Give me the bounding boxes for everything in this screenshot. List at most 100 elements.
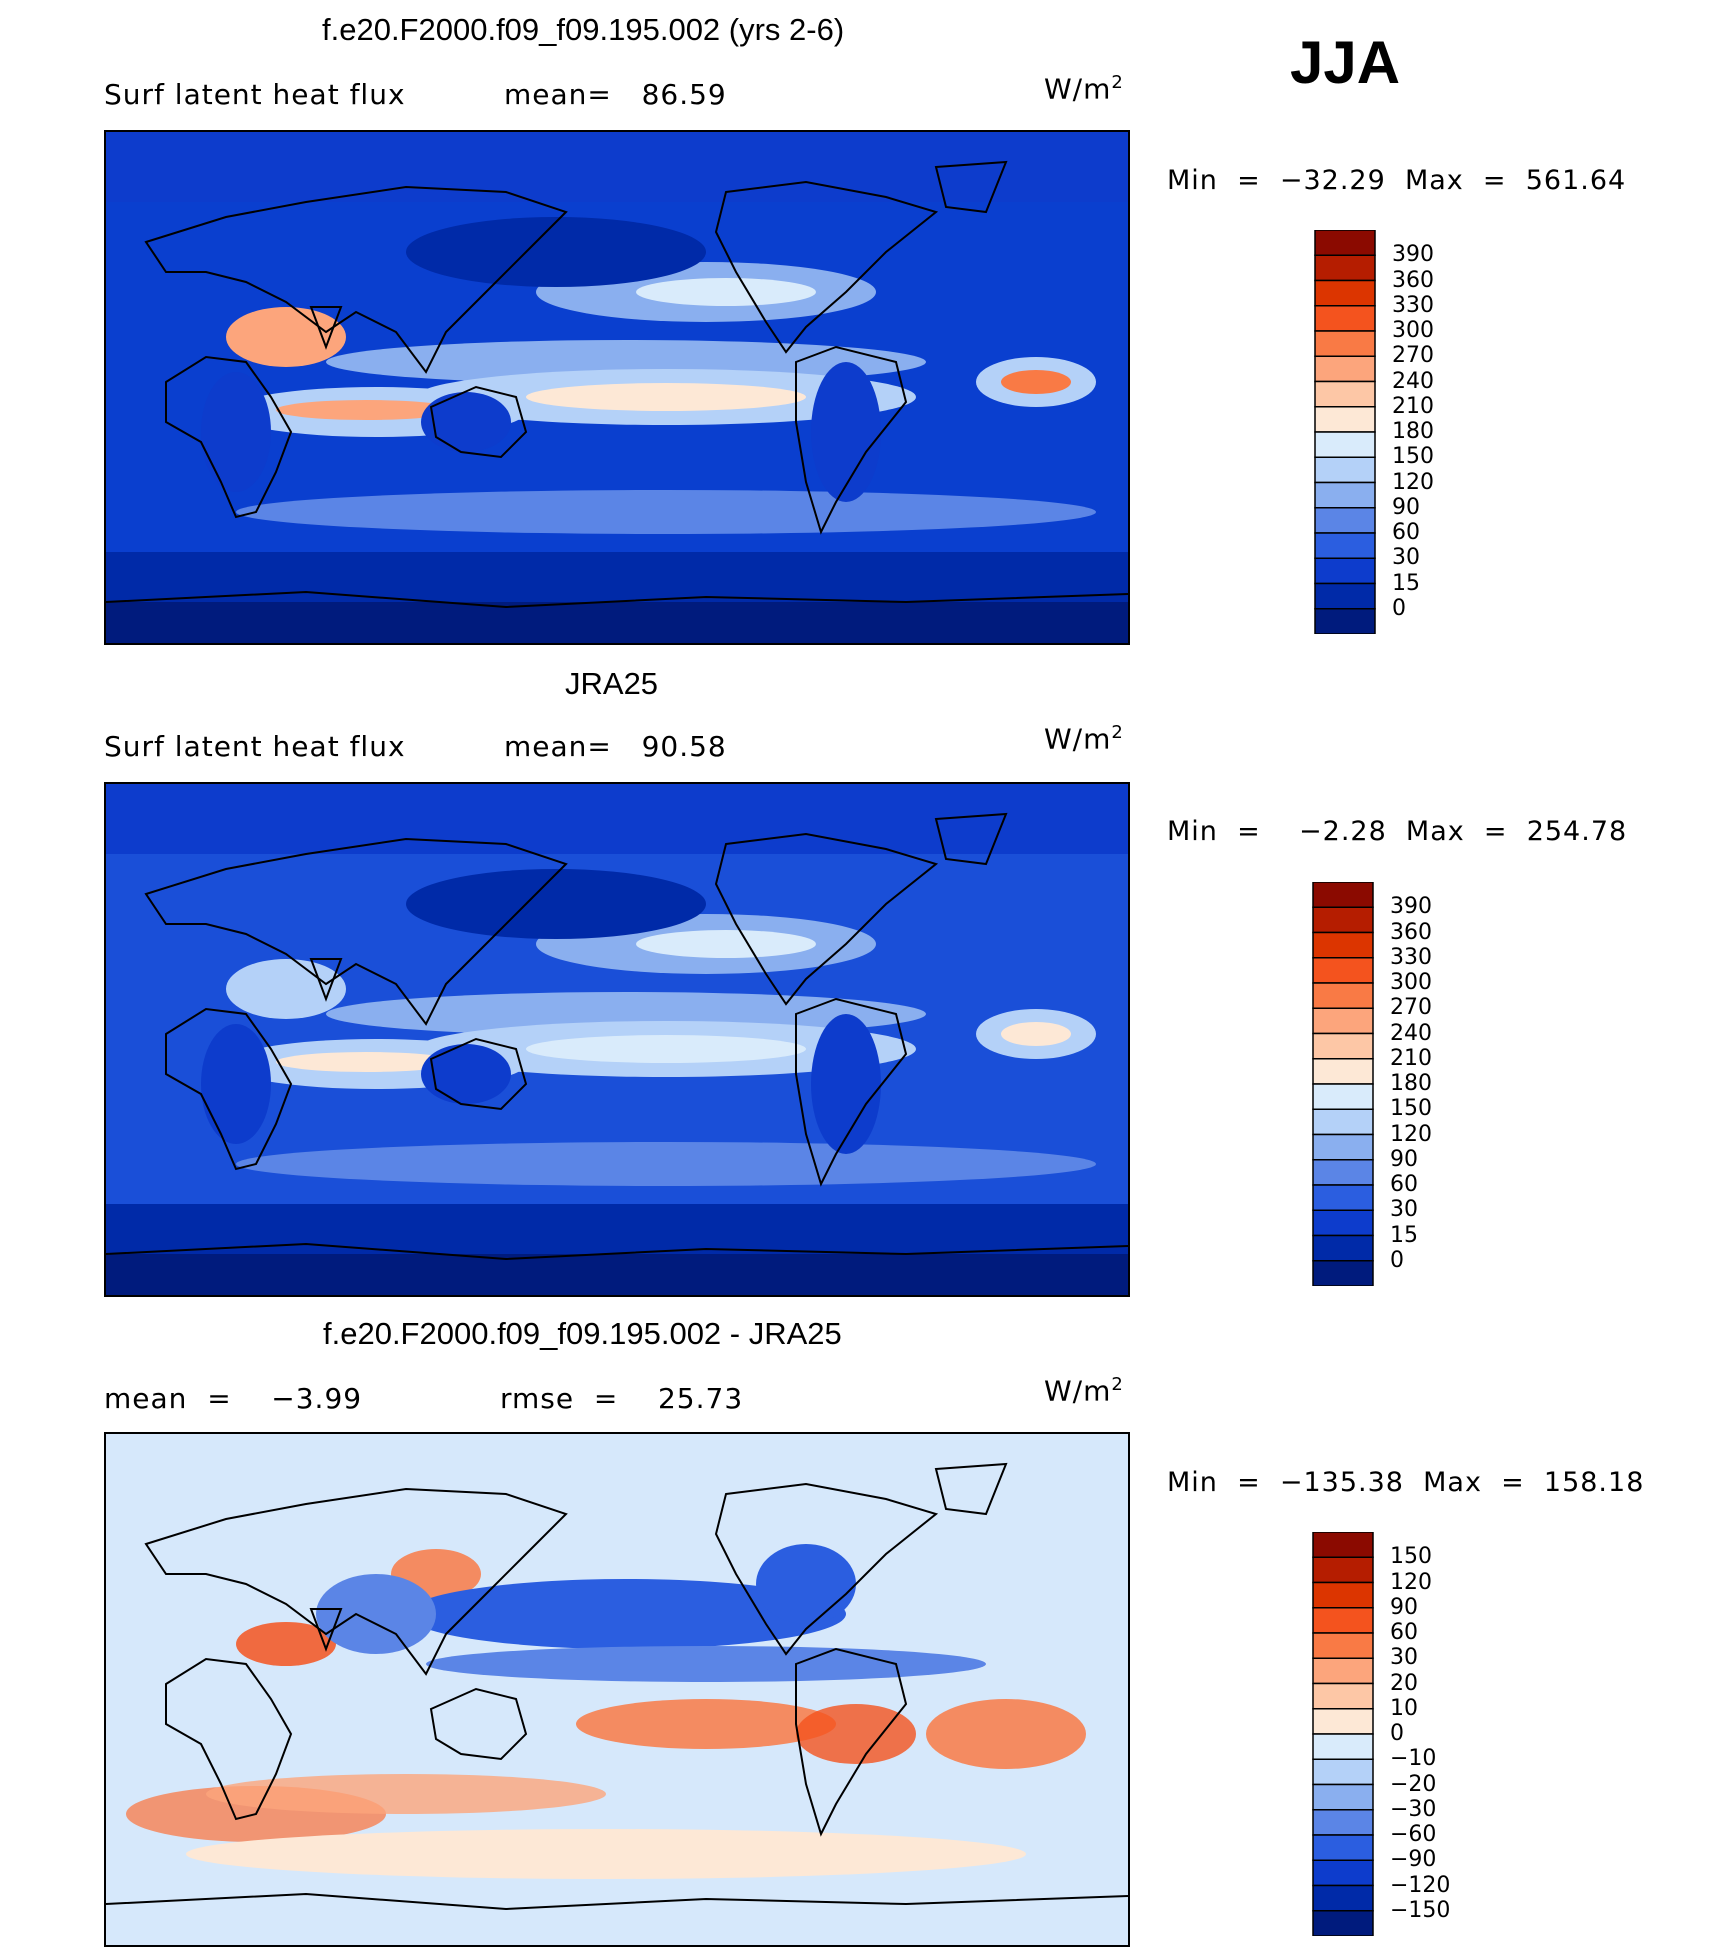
field-patch <box>421 1044 511 1104</box>
panel-2-map-field <box>106 784 1128 1295</box>
colorbar-label: 20 <box>1390 1670 1418 1696</box>
coastline <box>714 180 939 354</box>
coastline <box>165 1657 293 1821</box>
colorbar-box <box>1312 1531 1374 1558</box>
field-band <box>106 132 1128 202</box>
colorbar-label: 240 <box>1390 1020 1432 1046</box>
field-patch <box>406 869 706 939</box>
field-patch <box>926 1699 1086 1769</box>
colorbar-label: 0 <box>1392 595 1406 621</box>
colorbar-box <box>1314 431 1376 458</box>
coastline <box>429 1687 528 1761</box>
colorbar-box <box>1312 1632 1374 1659</box>
colorbar-label: 330 <box>1390 944 1432 970</box>
colorbar-box <box>1312 1758 1374 1786</box>
coastline <box>934 160 1008 214</box>
colorbar-label: −30 <box>1390 1796 1437 1822</box>
panel-1-colorbar <box>1314 229 1376 635</box>
panel-3-mean-label: mean = −3.99 <box>104 1382 363 1415</box>
field-patch <box>226 307 346 367</box>
colorbar-box <box>1312 1260 1374 1287</box>
colorbar-box <box>1312 1910 1374 1937</box>
coastline <box>934 1462 1008 1516</box>
field-patch <box>1001 370 1071 394</box>
panel-2-colorbar <box>1312 881 1374 1287</box>
colorbar-label: 150 <box>1392 444 1434 470</box>
panel-1-mean-label: mean= 86.59 <box>504 78 727 111</box>
colorbar-box <box>1314 532 1376 559</box>
colorbar-box <box>1312 1083 1374 1110</box>
colorbar-label: 330 <box>1392 292 1434 318</box>
coastline <box>795 345 908 535</box>
colorbar-box <box>1314 355 1376 383</box>
colorbar-label: 60 <box>1390 1620 1418 1645</box>
colorbar-box <box>1312 1184 1374 1211</box>
coastline <box>106 1892 1128 1911</box>
colorbar-box <box>1312 1209 1374 1237</box>
colorbar-box <box>1312 931 1374 959</box>
field-patch <box>406 1579 846 1649</box>
colorbar-box <box>1312 1032 1374 1060</box>
coastline <box>165 1007 293 1171</box>
coastline <box>934 812 1008 866</box>
colorbar-box <box>1312 1657 1374 1685</box>
colorbar-box <box>1312 1108 1374 1136</box>
field-patch <box>236 490 1096 534</box>
field-patch <box>1001 1022 1071 1046</box>
coastline <box>144 1487 568 1676</box>
colorbar-box <box>1314 380 1376 408</box>
colorbar-box <box>1312 1708 1374 1735</box>
field-patch <box>576 1699 836 1749</box>
colorbar-label: 120 <box>1392 469 1434 495</box>
colorbar-label: 90 <box>1392 494 1420 520</box>
colorbar-label: 360 <box>1390 919 1432 945</box>
field-patch <box>811 1014 881 1154</box>
colorbar-box <box>1314 406 1376 433</box>
colorbar-box <box>1312 1581 1374 1609</box>
colorbar-label: 270 <box>1392 343 1434 369</box>
colorbar-label: 0 <box>1390 1721 1404 1746</box>
colorbar-box <box>1312 1859 1374 1887</box>
coastline <box>106 590 1128 609</box>
colorbar-box <box>1314 582 1376 610</box>
colorbar-label: −90 <box>1390 1847 1437 1873</box>
colorbar-box <box>1314 305 1376 332</box>
colorbar-box <box>1314 229 1376 256</box>
colorbar-box <box>1312 1007 1374 1035</box>
colorbar-label: 30 <box>1392 545 1420 571</box>
field-patch <box>636 278 816 306</box>
colorbar-label: 90 <box>1390 1594 1418 1620</box>
colorbar-label: 15 <box>1392 570 1420 596</box>
colorbar-label: −60 <box>1390 1822 1437 1847</box>
field-band <box>106 602 1128 643</box>
colorbar-box <box>1312 1058 1374 1085</box>
panel-1-map <box>104 130 1130 645</box>
coastline <box>795 997 908 1187</box>
panel-1-variable-label: Surf latent heat flux <box>104 78 406 111</box>
colorbar-label: 30 <box>1390 1645 1418 1671</box>
colorbar-box <box>1312 1733 1374 1760</box>
colorbar-box <box>1312 1682 1374 1710</box>
field-patch <box>756 1544 856 1624</box>
colorbar-label: 300 <box>1392 318 1434 343</box>
panel-3-colorbar-labels: 150 120 90 60 30 20 10 0 −10 −20 −30 −60 −90 −120 −150 <box>1390 1532 1510 1936</box>
coastline <box>309 958 343 1002</box>
coastline <box>144 837 568 1026</box>
colorbar-label: 60 <box>1392 520 1420 545</box>
panel-2-map <box>104 782 1130 1297</box>
field-patch <box>236 1622 336 1666</box>
colorbar-box <box>1314 608 1376 635</box>
colorbar-box <box>1312 982 1374 1009</box>
season-label: JJA <box>1290 29 1401 96</box>
coastline <box>309 1608 343 1652</box>
colorbar-box <box>1312 881 1374 908</box>
field-patch <box>406 217 706 287</box>
field-patch <box>526 1035 806 1063</box>
colorbar-label: 210 <box>1390 1045 1432 1071</box>
colorbar-label: 270 <box>1390 995 1432 1021</box>
colorbar-box <box>1312 957 1374 984</box>
field-patch <box>226 959 346 1019</box>
panel-2-colorbar-labels: 390 360 330 300 270 240 210 180 150 120 90 60 30 15 0 <box>1390 882 1510 1286</box>
colorbar-box <box>1312 1159 1374 1186</box>
colorbar-label: 180 <box>1392 419 1434 444</box>
